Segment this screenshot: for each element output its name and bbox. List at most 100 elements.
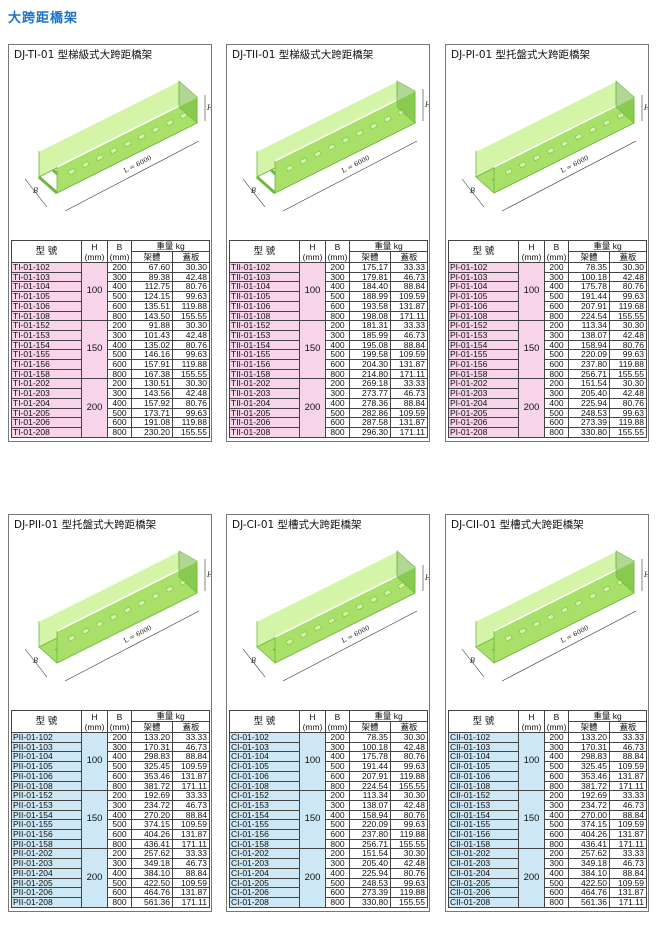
- table-row: CI-01-154 400 158.94 80.76: [229, 809, 428, 821]
- b-cell: 500: [107, 291, 132, 302]
- frame-weight-cell: 158.94: [349, 809, 391, 821]
- frame-weight-cell: 170.31: [131, 741, 173, 753]
- model-cell: TII-01-155: [229, 349, 300, 361]
- frame-weight-cell: 151.54: [349, 848, 391, 860]
- frame-weight-cell: 234.72: [131, 799, 173, 811]
- b-header: B (mm): [325, 240, 350, 263]
- cover-weight-cell: 30.30: [609, 320, 647, 331]
- table-row: PII-01-104 400 298.83 88.84: [11, 751, 210, 763]
- b-cell: 400: [544, 397, 569, 409]
- frame-weight-cell: 330.80: [568, 426, 610, 438]
- model-header: 型 號: [11, 710, 82, 733]
- b-cell: 600: [325, 300, 350, 312]
- frame-weight-cell: 113.34: [568, 320, 610, 331]
- cover-weight-cell: 109.59: [172, 819, 210, 831]
- frame-weight-cell: 112.75: [131, 281, 173, 293]
- frame-weight-cell: 185.99: [349, 329, 391, 341]
- frame-weight-cell: 422.50: [131, 877, 173, 889]
- cover-weight-cell: 88.84: [609, 809, 647, 821]
- h-unit: (mm): [521, 251, 542, 262]
- frame-weight-cell: 130.51: [131, 378, 173, 390]
- cover-weight-cell: 33.33: [609, 848, 647, 860]
- frame-weight-cell: 381.72: [568, 780, 610, 792]
- table-row: PII-01-103 300 170.31 46.73: [11, 741, 210, 753]
- h-header: H (mm): [81, 710, 108, 733]
- cover-weight-cell: 80.76: [609, 339, 647, 351]
- frame-weight-cell: 146.16: [131, 349, 173, 361]
- b-cell: 300: [544, 388, 569, 399]
- tray-illustration: L = 6000BH: [24, 80, 211, 212]
- b-cell: 200: [325, 262, 350, 273]
- width-label: B: [250, 187, 256, 195]
- b-cell: 200: [107, 732, 132, 743]
- frame-weight-cell: 374.15: [131, 819, 173, 831]
- table-row: TI-01-205 500 173.71 99.63: [11, 407, 210, 419]
- table-row: PI-01-204 400 225.94 80.76: [448, 397, 647, 409]
- model-cell: PII-01-103: [11, 741, 82, 753]
- cover-weight-cell: 109.59: [390, 407, 428, 419]
- width-label: B: [32, 187, 38, 195]
- frame-weight-cell: 282.86: [349, 407, 391, 419]
- table-row: CII-01-103 300 170.31 46.73: [448, 741, 647, 753]
- b-cell: 500: [544, 877, 569, 889]
- cover-weight-cell: 99.63: [609, 349, 647, 361]
- b-cell: 500: [325, 877, 350, 889]
- table-row: CI-01-202 200 200 151.54 30.30: [229, 848, 428, 908]
- table-row: TII-01-102 100 200 175.17 33.33: [229, 261, 428, 322]
- model-cell: TI-01-154: [11, 339, 82, 351]
- cover-weight-cell: 30.30: [390, 848, 428, 860]
- model-cell: CII-01-158: [448, 838, 519, 850]
- model-cell: CII-01-202: [448, 848, 519, 860]
- model-cell: CII-01-105: [448, 761, 519, 772]
- cover-weight-cell: 131.87: [172, 770, 210, 782]
- model-cell: CI-01-153: [229, 799, 300, 811]
- model-cell: PI-01-103: [448, 271, 519, 283]
- b-cell: 300: [325, 329, 350, 341]
- b-cell: 400: [544, 281, 569, 293]
- frame-weight-cell: 181.31: [349, 320, 391, 331]
- b-cell: 800: [325, 780, 350, 792]
- weight-header: 重量 kg: [568, 710, 647, 722]
- b-cell: 200: [544, 790, 569, 801]
- model-cell: PI-01-205: [448, 407, 519, 419]
- frame-header: 架體: [131, 721, 173, 733]
- table-row: TI-01-204 400 157.92 80.76: [11, 397, 210, 409]
- table-row: CI-01-205 500 248.53 99.63: [229, 877, 428, 889]
- b-cell: 200: [325, 320, 350, 331]
- cover-weight-cell: 88.84: [172, 809, 210, 821]
- model-cell: PII-01-206: [11, 887, 82, 898]
- cover-header: 蓋板: [390, 251, 428, 263]
- frame-weight-cell: 464.76: [131, 887, 173, 898]
- b-cell: 600: [544, 300, 569, 312]
- model-cell: CII-01-203: [448, 858, 519, 869]
- model-cell: PI-01-158: [448, 368, 519, 380]
- frame-weight-cell: 248.53: [349, 877, 391, 889]
- model-cell: CI-01-108: [229, 780, 300, 792]
- cover-weight-cell: 33.33: [172, 732, 210, 743]
- model-cell: TII-01-153: [229, 329, 300, 341]
- b-cell: 800: [325, 368, 350, 380]
- frame-weight-cell: 257.62: [131, 848, 173, 860]
- table-row: TI-01-152 150 200 91.88 30.30: [11, 320, 210, 380]
- cable-tray-drawing: L = 6000BH: [242, 550, 429, 682]
- frame-weight-cell: 561.36: [568, 896, 610, 908]
- cable-tray-drawing: L = 6000BH: [461, 80, 648, 212]
- table-row: PII-01-154 400 270.20 88.84: [11, 809, 210, 821]
- table-row: CII-01-106 600 353.46 131.87: [448, 770, 647, 782]
- frame-weight-cell: 349.18: [568, 858, 610, 869]
- b-cell: 300: [544, 271, 569, 283]
- h-unit: (mm): [302, 721, 323, 732]
- frame-weight-cell: 270.20: [131, 809, 173, 821]
- table-row: CI-01-208 800 330.80 155.55: [229, 896, 428, 908]
- h-header: H (mm): [299, 240, 326, 263]
- frame-header: 架體: [349, 251, 391, 263]
- model-cell: TI-01-102: [11, 262, 82, 273]
- b-cell: 600: [107, 359, 132, 370]
- table-row: TII-01-154 400 195.08 88.84: [229, 339, 428, 351]
- cover-weight-cell: 155.55: [390, 780, 428, 792]
- b-cell: 400: [325, 397, 350, 409]
- frame-weight-cell: 151.54: [568, 378, 610, 390]
- frame-weight-cell: 199.58: [349, 349, 391, 361]
- b-cell: 600: [544, 829, 569, 840]
- table-row: TII-01-156 600 204.30 131.87: [229, 359, 428, 370]
